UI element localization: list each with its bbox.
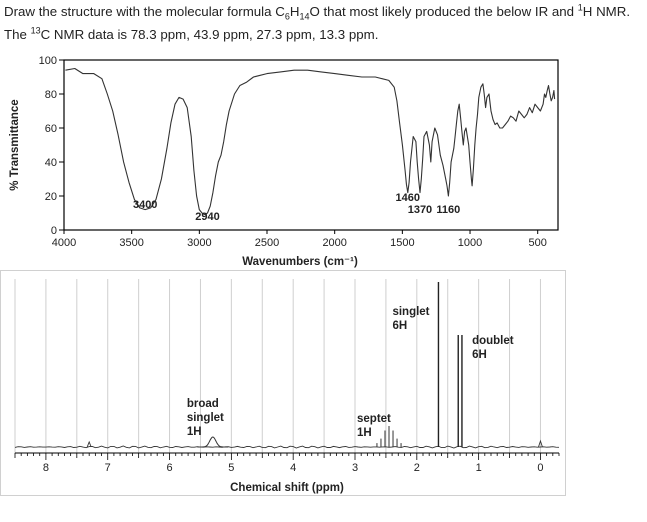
question-line-1: Draw the structure with the molecular fo… xyxy=(4,2,631,22)
nmr-spectrum-chart: 8 7 6 5 4 3 2 1 0 Chemical shift (ppm) broad single… xyxy=(14,279,560,494)
ir-y-tick-label: 20 xyxy=(45,191,57,203)
ir-x-tick-label: 3500 xyxy=(119,237,143,249)
nmr-spectrum-panel: 8 7 6 5 4 3 2 1 0 Chemical shift (ppm) broad single… xyxy=(0,270,566,496)
nmr-annotation-text: septet xyxy=(357,413,391,425)
ir-spectrum-chart: 0 20 40 60 80 100 4000 3500 3000 2500 2000 1500 1000… xyxy=(9,55,559,268)
ir-x-tick-label: 2000 xyxy=(322,237,346,249)
ir-x-tick-label: 1500 xyxy=(390,237,414,249)
nmr-x-axis-label: Chemical shift (ppm) xyxy=(230,482,344,494)
ir-x-axis-label: Wavenumbers (cm⁻¹) xyxy=(242,256,358,268)
ir-x-tick-label: 3000 xyxy=(187,237,211,249)
nmr-annotation-text: 6H xyxy=(472,349,487,361)
ir-y-tick-label: 100 xyxy=(39,55,57,67)
ir-x-tick-label: 2500 xyxy=(255,237,279,249)
nmr-x-tick-label: 8 xyxy=(43,462,49,474)
ir-y-tick-label: 80 xyxy=(45,89,57,101)
nmr-x-tick-label: 4 xyxy=(290,462,296,474)
ir-x-tick-label: 4000 xyxy=(52,237,76,249)
nmr-annotation-text: singlet xyxy=(392,306,429,318)
ir-spectrum-panel: 0 20 40 60 80 100 4000 3500 3000 2500 2000 1500 1000… xyxy=(0,44,572,272)
nmr-x-tick-label: 0 xyxy=(537,462,543,474)
nmr-minor-peak xyxy=(538,439,543,448)
ir-peak-label: 1370 xyxy=(408,204,432,216)
ir-y-tick-label: 60 xyxy=(45,123,57,135)
nmr-annotation-text: broad xyxy=(187,398,219,410)
nmr-x-tick-label: 6 xyxy=(166,462,172,474)
ir-y-axis-label: % Transmittance xyxy=(9,99,21,190)
ir-x-tick-label: 500 xyxy=(529,237,547,249)
nmr-x-tick-label: 5 xyxy=(228,462,234,474)
nmr-baseline xyxy=(14,445,560,449)
ir-peak-label: 1460 xyxy=(396,192,420,204)
ir-peak-label: 3400 xyxy=(133,199,157,211)
nmr-x-tick-label: 2 xyxy=(414,462,420,474)
nmr-annotation-text: 1H xyxy=(357,427,372,439)
ir-y-tick-label: 0 xyxy=(51,225,57,237)
nmr-annotation-text: doublet xyxy=(472,335,514,347)
ir-y-tick-label: 40 xyxy=(45,157,57,169)
ir-peak-label: 1160 xyxy=(436,204,460,216)
ir-transmittance-trace xyxy=(65,67,556,216)
nmr-minor-peak xyxy=(86,440,92,448)
ir-x-tick-label: 1000 xyxy=(458,237,482,249)
nmr-annotation-text: 1H xyxy=(187,426,202,438)
question-line-2: The 13C NMR data is 78.3 ppm, 43.9 ppm, … xyxy=(4,25,379,42)
ir-plot-frame xyxy=(63,59,559,231)
nmr-x-tick-label: 3 xyxy=(352,462,358,474)
nmr-x-tick-label: 7 xyxy=(105,462,111,474)
ir-peak-label: 2940 xyxy=(195,211,219,223)
nmr-x-tick-label: 1 xyxy=(476,462,482,474)
nmr-broad-singlet-peak xyxy=(197,436,229,448)
nmr-annotation-text: 6H xyxy=(392,320,407,332)
nmr-annotation-text: singlet xyxy=(187,412,224,424)
